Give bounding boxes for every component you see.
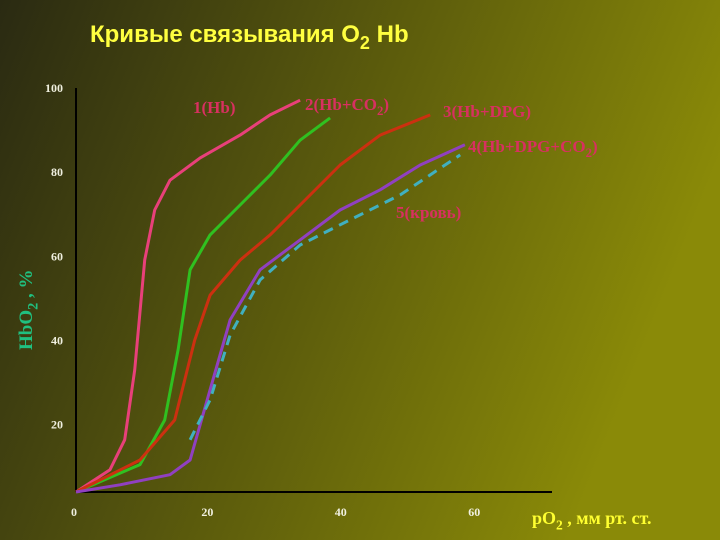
x-tick-label: 0 <box>71 505 77 519</box>
y-tick-label: 20 <box>51 418 63 432</box>
curve <box>188 153 462 441</box>
x-tick-label: 20 <box>201 505 213 519</box>
text-part: 4(Hb+DPG+CO <box>468 137 586 156</box>
y-axis-label: HbO2 , % <box>16 270 42 351</box>
text-part: , % <box>16 270 37 303</box>
text-part: ) <box>592 137 598 156</box>
curve-label: 2(Hb+CO2) <box>305 95 389 118</box>
text-part: Кривые связывания O <box>90 21 360 48</box>
text-part: 3(Hb+DPG) <box>443 102 531 121</box>
subscript: 2 <box>377 104 383 118</box>
subscript: 2 <box>556 517 563 532</box>
text-part: Hb <box>370 21 409 48</box>
x-tick-label: 60 <box>468 505 480 519</box>
text-part: 2(Hb+CO <box>305 95 377 114</box>
text-part: ) <box>383 95 389 114</box>
curve-label: 5(кровь) <box>396 203 461 222</box>
y-tick-label: 80 <box>51 165 63 179</box>
curve <box>75 143 466 494</box>
y-tick-label: 40 <box>51 334 63 348</box>
text-part: 1(Hb) <box>193 98 236 117</box>
curve <box>75 116 331 494</box>
chart-title: Кривые связывания O2 Hb <box>90 21 409 53</box>
curve-label: 4(Hb+DPG+CO2) <box>468 137 598 160</box>
curve <box>75 98 301 494</box>
x-tick-label: 40 <box>335 505 347 519</box>
text-part: HbO <box>16 310 37 350</box>
curve-label: 3(Hb+DPG) <box>443 102 531 121</box>
curve-label: 1(Hb) <box>193 98 236 117</box>
subscript: 2 <box>26 303 42 310</box>
subscript: 2 <box>360 33 370 53</box>
text-part: 5(кровь) <box>396 203 461 222</box>
y-tick-label: 60 <box>51 249 63 263</box>
text-part: pO <box>532 508 556 528</box>
subscript: 2 <box>586 146 592 160</box>
x-axis-label: pO2 , мм рт. ст. <box>532 508 652 532</box>
curve <box>75 113 431 494</box>
text-part: , мм рт. ст. <box>563 508 652 528</box>
y-tick-label: 100 <box>45 81 63 95</box>
